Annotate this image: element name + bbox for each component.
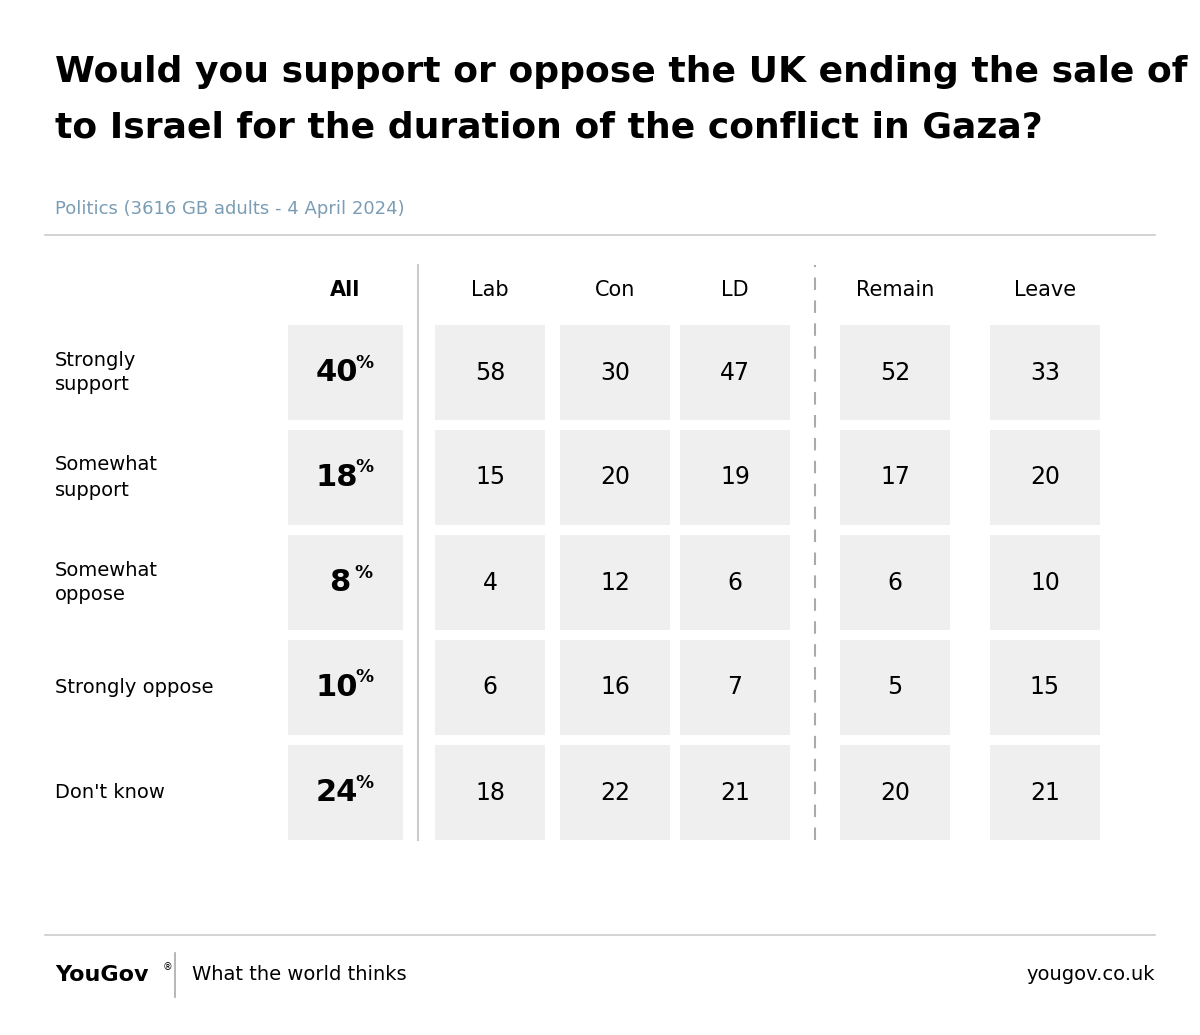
Text: 15: 15 <box>475 466 505 490</box>
FancyBboxPatch shape <box>436 640 545 735</box>
Text: YouGov: YouGov <box>55 965 149 985</box>
Text: %: % <box>355 354 373 372</box>
Text: 18: 18 <box>316 463 359 492</box>
Text: 10: 10 <box>1030 570 1060 594</box>
FancyBboxPatch shape <box>288 745 402 840</box>
FancyBboxPatch shape <box>288 640 402 735</box>
Text: 21: 21 <box>720 780 750 804</box>
Text: 10: 10 <box>316 673 359 702</box>
FancyBboxPatch shape <box>560 535 670 630</box>
FancyBboxPatch shape <box>436 430 545 525</box>
Text: 18: 18 <box>475 780 505 804</box>
FancyBboxPatch shape <box>436 325 545 420</box>
Text: %: % <box>355 459 373 476</box>
Text: Remain: Remain <box>856 280 934 300</box>
Text: to Israel for the duration of the conflict in Gaza?: to Israel for the duration of the confli… <box>55 110 1043 144</box>
FancyBboxPatch shape <box>680 430 790 525</box>
FancyBboxPatch shape <box>436 745 545 840</box>
Text: 12: 12 <box>600 570 630 594</box>
FancyBboxPatch shape <box>680 745 790 840</box>
Text: 20: 20 <box>600 466 630 490</box>
FancyBboxPatch shape <box>840 535 950 630</box>
Text: Leave: Leave <box>1014 280 1076 300</box>
Text: 17: 17 <box>880 466 910 490</box>
Text: 15: 15 <box>1030 676 1060 700</box>
FancyBboxPatch shape <box>680 535 790 630</box>
FancyBboxPatch shape <box>560 325 670 420</box>
Text: 20: 20 <box>880 780 910 804</box>
Text: LD: LD <box>721 280 749 300</box>
Text: Lab: Lab <box>472 280 509 300</box>
FancyBboxPatch shape <box>436 535 545 630</box>
Text: %: % <box>355 669 373 686</box>
FancyBboxPatch shape <box>840 640 950 735</box>
Text: 33: 33 <box>1030 360 1060 384</box>
Text: ®: ® <box>163 962 173 972</box>
FancyBboxPatch shape <box>990 325 1100 420</box>
FancyBboxPatch shape <box>560 745 670 840</box>
Text: Strongly
support: Strongly support <box>55 351 137 394</box>
Text: Don't know: Don't know <box>55 783 164 802</box>
Text: Con: Con <box>595 280 635 300</box>
Text: 30: 30 <box>600 360 630 384</box>
FancyBboxPatch shape <box>840 430 950 525</box>
Text: 24: 24 <box>316 778 358 807</box>
Text: 22: 22 <box>600 780 630 804</box>
FancyBboxPatch shape <box>840 745 950 840</box>
Text: yougov.co.uk: yougov.co.uk <box>1026 966 1154 984</box>
Text: 6: 6 <box>727 570 743 594</box>
Text: All: All <box>330 280 360 300</box>
Text: 58: 58 <box>475 360 505 384</box>
Text: 21: 21 <box>1030 780 1060 804</box>
Text: 4: 4 <box>482 570 498 594</box>
FancyBboxPatch shape <box>288 535 402 630</box>
Text: 6: 6 <box>888 570 902 594</box>
FancyBboxPatch shape <box>680 640 790 735</box>
FancyBboxPatch shape <box>288 325 402 420</box>
Text: What the world thinks: What the world thinks <box>192 966 407 984</box>
FancyBboxPatch shape <box>990 745 1100 840</box>
Text: Would you support or oppose the UK ending the sale of arms: Would you support or oppose the UK endin… <box>55 55 1200 89</box>
FancyBboxPatch shape <box>560 430 670 525</box>
Text: 16: 16 <box>600 676 630 700</box>
FancyBboxPatch shape <box>990 535 1100 630</box>
Text: %: % <box>355 773 373 792</box>
Text: Strongly oppose: Strongly oppose <box>55 678 214 697</box>
Text: 8: 8 <box>329 568 350 597</box>
Text: Politics (3616 GB adults - 4 April 2024): Politics (3616 GB adults - 4 April 2024) <box>55 200 404 218</box>
FancyBboxPatch shape <box>840 325 950 420</box>
Text: 5: 5 <box>887 676 902 700</box>
Text: 19: 19 <box>720 466 750 490</box>
Text: 7: 7 <box>727 676 743 700</box>
Text: Somewhat
oppose: Somewhat oppose <box>55 561 158 604</box>
Text: 40: 40 <box>316 358 359 387</box>
Text: 52: 52 <box>880 360 910 384</box>
FancyBboxPatch shape <box>990 640 1100 735</box>
Text: Somewhat
support: Somewhat support <box>55 455 158 500</box>
Text: 6: 6 <box>482 676 498 700</box>
FancyBboxPatch shape <box>990 430 1100 525</box>
Text: %: % <box>354 563 372 582</box>
FancyBboxPatch shape <box>560 640 670 735</box>
Text: 47: 47 <box>720 360 750 384</box>
Text: 20: 20 <box>1030 466 1060 490</box>
FancyBboxPatch shape <box>288 430 402 525</box>
FancyBboxPatch shape <box>680 325 790 420</box>
